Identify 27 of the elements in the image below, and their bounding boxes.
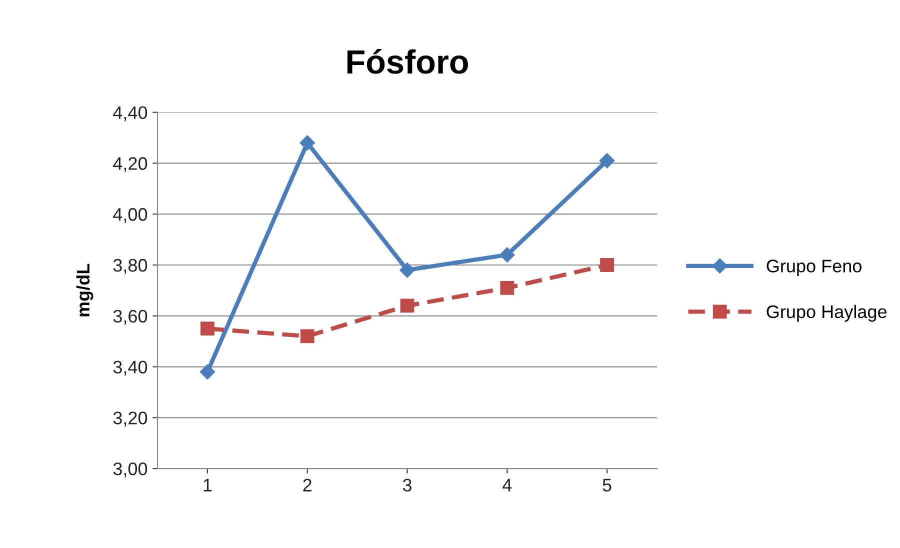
- point: [300, 329, 314, 344]
- point: [500, 280, 514, 295]
- x-tick-label: 5: [602, 478, 612, 492]
- point: [600, 258, 614, 272]
- y-tick-label: 4,00: [113, 208, 148, 223]
- y-tick-label: 3,40: [113, 360, 148, 376]
- x-tick-label: 4: [502, 478, 512, 492]
- chart-title: Fósforo: [347, 49, 468, 74]
- x-tick-label: 3: [402, 478, 412, 492]
- y-tick-label: 3,80: [113, 258, 148, 274]
- point: [400, 262, 415, 278]
- y-tick-label: 4,20: [113, 157, 148, 172]
- y-axis-title: mg/dL: [76, 264, 94, 316]
- y-tick-label: 3,00: [113, 462, 148, 478]
- y-tick-label: 4,40: [113, 106, 148, 122]
- y-tick-label: 3,20: [113, 412, 148, 427]
- legend-label: Grupo Haylage: [766, 304, 887, 322]
- point: [599, 153, 615, 168]
- y-tick-label: 3,60: [113, 310, 148, 325]
- point: [200, 364, 216, 380]
- point: [400, 298, 414, 313]
- point: [500, 247, 515, 262]
- point: [200, 322, 214, 336]
- x-tick-label: 2: [303, 478, 312, 492]
- x-tick-label: 1: [204, 478, 212, 492]
- point: [300, 135, 315, 150]
- legend-label: Grupo Feno: [766, 260, 862, 276]
